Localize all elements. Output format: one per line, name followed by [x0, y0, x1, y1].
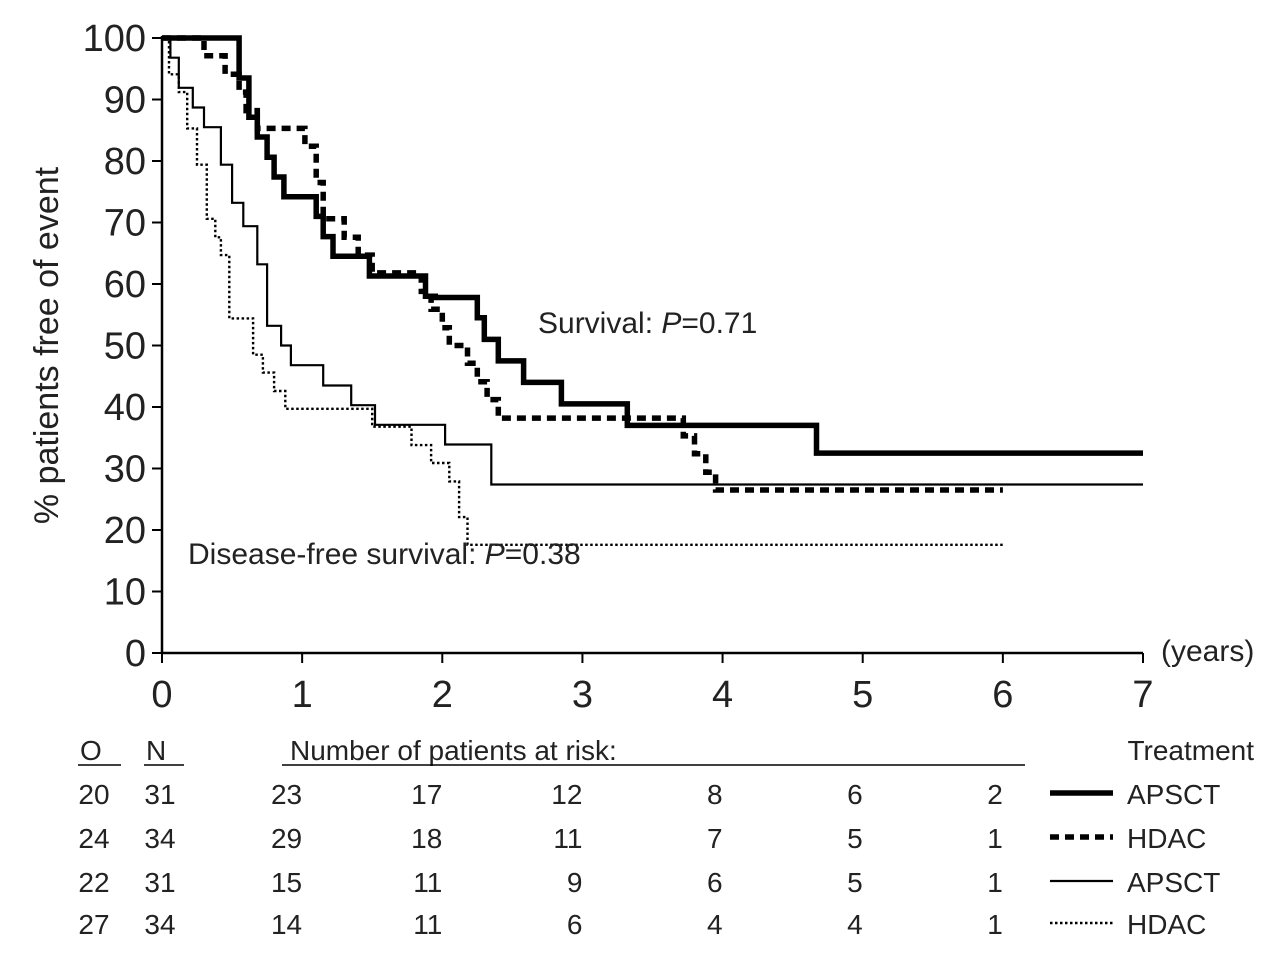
- risk-row-n-value: 34: [144, 909, 175, 940]
- y-tick-label: 70: [104, 203, 146, 245]
- x-tick-label: 0: [151, 674, 172, 716]
- risk-row-count: 1: [987, 823, 1003, 854]
- risk-row-count: 6: [567, 909, 583, 940]
- risk-table: O N Number of patients at risk: Treatment 20…: [78, 735, 1254, 940]
- series-hdac-survival-line: [162, 35, 1003, 493]
- annotation-layer: Survival: P=0.71 Disease-free survival: …: [188, 307, 757, 571]
- risk-row-count: 4: [847, 909, 863, 940]
- risk-row-n-value: 31: [144, 779, 175, 810]
- risk-table-title: Number of patients at risk:: [290, 735, 617, 766]
- risk-row-o-value: 22: [78, 867, 109, 898]
- y-tick-label: 0: [125, 633, 146, 675]
- series-apsct-dfs-line: [162, 36, 1143, 486]
- y-tick-label: 10: [104, 572, 146, 614]
- risk-row-count: 11: [553, 823, 582, 854]
- risk-row-n-value: 31: [144, 867, 175, 898]
- risk-row-count: 2: [987, 779, 1003, 810]
- legend-label-apsct: APSCT: [1127, 779, 1220, 810]
- risk-row-n-value: 34: [144, 823, 175, 854]
- legend-label-hdac: HDAC: [1127, 823, 1206, 854]
- x-tick-label: 5: [852, 674, 873, 716]
- y-tick-label: 20: [104, 510, 146, 552]
- risk-row-count: 5: [847, 867, 863, 898]
- risk-row-count: 18: [411, 823, 442, 854]
- risk-row-o-value: 20: [78, 779, 109, 810]
- x-axis-title: (years): [1161, 635, 1254, 668]
- risk-row-o-value: 24: [78, 823, 109, 854]
- risk-row-count: 1: [987, 909, 1003, 940]
- x-tick-label: 6: [992, 674, 1013, 716]
- risk-row-count: 6: [847, 779, 863, 810]
- y-tick-label: 30: [104, 449, 146, 491]
- y-tick-label: 100: [83, 18, 146, 60]
- risk-row-o-value: 27: [78, 909, 109, 940]
- y-axis-title: % patients free of event: [28, 166, 66, 524]
- risk-row-count: 9: [567, 867, 583, 898]
- legend-label-apsct: APSCT: [1127, 867, 1220, 898]
- y-tick-label: 50: [104, 326, 146, 368]
- legend-title: Treatment: [1127, 735, 1254, 766]
- risk-row-count: 12: [551, 779, 582, 810]
- risk-row-count: 4: [707, 909, 723, 940]
- risk-row-count: 14: [271, 909, 302, 940]
- risk-row-count: 29: [271, 823, 302, 854]
- dfs-annotation: Disease-free survival: P=0.38: [188, 538, 581, 571]
- series-hdac-dfs-line: [162, 36, 1003, 546]
- risk-row-count: 1: [987, 867, 1003, 898]
- y-tick-label: 40: [104, 387, 146, 429]
- series-apsct-survival-line: [162, 35, 1143, 456]
- risk-row-count: 23: [271, 779, 302, 810]
- y-tick-label: 60: [104, 264, 146, 306]
- risk-row-count: 6: [707, 867, 723, 898]
- risk-row-count: 5: [847, 823, 863, 854]
- x-tick-label: 4: [712, 674, 733, 716]
- risk-row-count: 7: [707, 823, 723, 854]
- x-tick-label: 3: [572, 674, 593, 716]
- y-tick-label: 90: [104, 80, 146, 122]
- axes-layer: 0 10 20 30 40 50 60 70 80 90 100 0 1 2 3 4 5 6 7(years) % p…: [28, 18, 1254, 716]
- survival-annotation: Survival: P=0.71: [538, 307, 757, 340]
- risk-row-count: 17: [411, 779, 442, 810]
- legend-label-hdac: HDAC: [1127, 909, 1206, 940]
- risk-col-n-header: N: [146, 735, 166, 766]
- risk-row-count: 15: [271, 867, 302, 898]
- y-tick-label: 80: [104, 141, 146, 183]
- risk-row-count: 8: [707, 779, 723, 810]
- risk-row-count: 11: [413, 909, 442, 940]
- risk-row-count: 11: [413, 867, 442, 898]
- x-tick-label: 2: [432, 674, 453, 716]
- x-tick-label: 1: [292, 674, 313, 716]
- series-layer: [162, 35, 1143, 546]
- risk-col-o-header: O: [80, 735, 102, 766]
- x-tick-label: 7: [1132, 674, 1153, 716]
